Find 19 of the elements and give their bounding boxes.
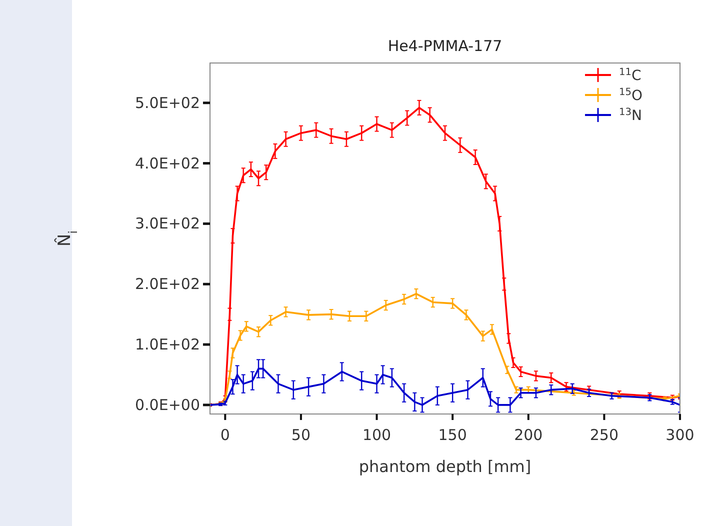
legend-label: $^{11}$C — [619, 66, 642, 84]
y-tick-label: 3.0E+02 — [135, 214, 200, 233]
legend-label: $^{15}$O — [619, 86, 642, 104]
x-tick-label: 150 — [438, 426, 467, 444]
chart-title: He4-PMMA-177 — [388, 37, 502, 55]
line-series — [210, 292, 680, 406]
y-tick-label: 4.0E+02 — [135, 154, 200, 172]
x-axis-title: phantom depth [mm] — [358, 457, 532, 476]
legend-label: $^{13}$N — [619, 106, 642, 124]
x-tick-label: 50 — [291, 426, 311, 444]
y-tick-label: 0.0E+00 — [135, 396, 200, 414]
x-tick-label: 0 — [220, 426, 230, 444]
y-tick-label: 2.0E+02 — [135, 275, 200, 294]
y-tick-label: 5.0E+02 — [135, 94, 200, 112]
x-tick-label: 100 — [362, 426, 392, 444]
x-tick-label: 250 — [590, 426, 619, 444]
x-tick-label: 300 — [666, 426, 694, 444]
x-tick-label: 200 — [514, 426, 543, 444]
y-tick-label: 1.0E+02 — [135, 336, 200, 354]
